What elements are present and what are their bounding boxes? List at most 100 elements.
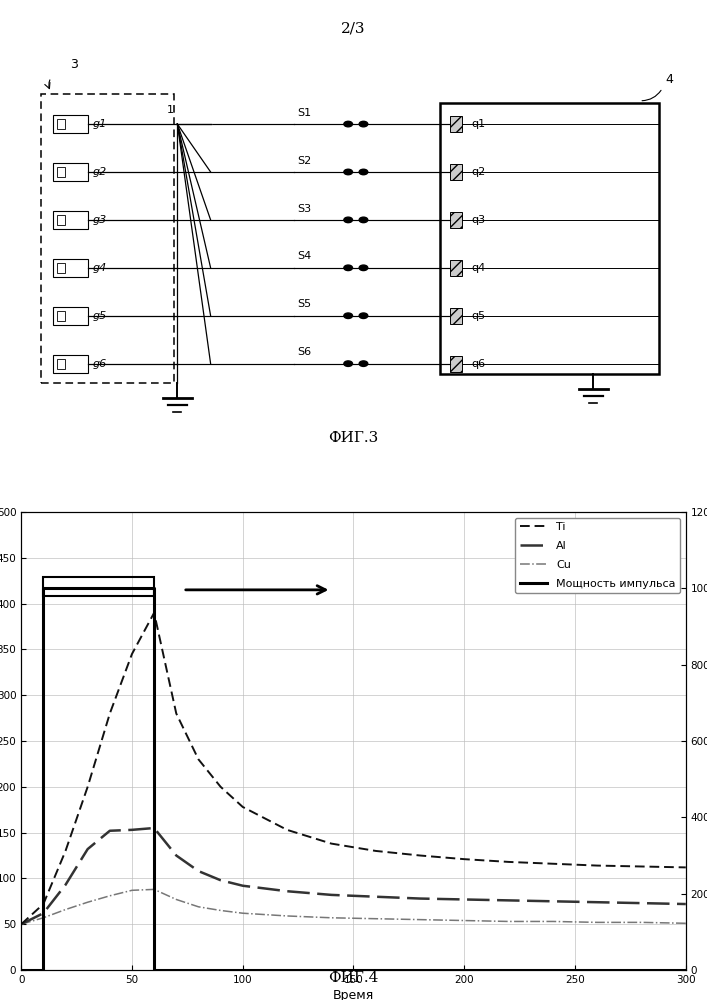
Al — [17, 918, 25, 930]
Al — [637, 897, 645, 909]
Al — [460, 893, 469, 905]
Text: S6: S6 — [297, 347, 311, 357]
Bar — [450, 308, 462, 324]
Circle shape — [344, 121, 353, 127]
Line: Cu: Cu — [21, 889, 686, 924]
Ti — [17, 918, 25, 930]
Al — [150, 822, 158, 834]
Cu — [460, 915, 469, 927]
Al — [216, 874, 225, 886]
Al — [283, 885, 291, 897]
Ti — [150, 607, 158, 619]
Bar — [450, 164, 462, 180]
Circle shape — [359, 121, 368, 127]
Circle shape — [359, 169, 368, 175]
Ti — [593, 860, 602, 872]
Circle shape — [359, 265, 368, 271]
Circle shape — [344, 361, 353, 366]
Text: ФИГ.3: ФИГ.3 — [328, 431, 379, 445]
Cu — [371, 913, 380, 925]
Text: 2/3: 2/3 — [341, 22, 366, 36]
Text: g4: g4 — [93, 263, 107, 273]
Ti — [637, 860, 645, 872]
Circle shape — [359, 217, 368, 223]
Al — [128, 824, 136, 836]
Text: 1: 1 — [167, 105, 174, 115]
Al — [172, 849, 180, 861]
Cu — [238, 907, 247, 919]
Text: 3: 3 — [71, 58, 78, 71]
Circle shape — [359, 361, 368, 366]
Ti — [682, 861, 690, 873]
Bar — [440, 103, 659, 374]
X-axis label: Время: Время — [333, 989, 374, 1000]
Bar — [57, 359, 65, 369]
Bar — [57, 167, 65, 177]
Bar — [57, 263, 65, 273]
Circle shape — [344, 313, 353, 318]
Cu — [150, 883, 158, 895]
Мощность импульса — [682, 964, 690, 976]
Cu — [682, 917, 690, 929]
Text: ФИГ.4: ФИГ.4 — [328, 971, 379, 985]
Text: 4: 4 — [666, 73, 674, 86]
Line: Мощность импульса: Мощность импульса — [21, 588, 686, 970]
Al — [194, 865, 203, 877]
Cu — [62, 904, 70, 916]
Bar — [53, 307, 88, 325]
Cu — [637, 916, 645, 928]
Bar — [53, 163, 88, 181]
Ti — [416, 849, 424, 861]
Bar — [43, 577, 154, 596]
Text: g6: g6 — [93, 359, 107, 369]
Ti — [39, 898, 47, 910]
Al — [682, 898, 690, 910]
Text: g1: g1 — [93, 119, 107, 129]
Bar — [450, 116, 462, 132]
Bar — [450, 260, 462, 276]
Al — [83, 843, 92, 855]
Ti — [62, 845, 70, 857]
Ti — [283, 824, 291, 836]
Al — [105, 825, 114, 837]
Al — [327, 889, 336, 901]
Ti — [460, 853, 469, 865]
Circle shape — [344, 265, 353, 271]
Bar — [53, 259, 88, 277]
Ti — [327, 838, 336, 850]
Cu — [39, 912, 47, 924]
Al — [504, 894, 513, 906]
Cu — [83, 896, 92, 908]
Мощность импульса — [150, 582, 158, 594]
Text: q2: q2 — [472, 167, 486, 177]
Al — [371, 891, 380, 903]
Bar — [57, 215, 65, 225]
Ti — [194, 753, 203, 765]
Cu — [105, 890, 114, 902]
Cu — [504, 915, 513, 927]
Cu — [327, 912, 336, 924]
Bar — [57, 311, 65, 321]
Bar — [41, 94, 174, 383]
Al — [39, 907, 47, 919]
Cu — [283, 910, 291, 922]
Bar — [450, 356, 462, 372]
Text: q4: q4 — [472, 263, 486, 273]
Text: S5: S5 — [297, 299, 311, 309]
Мощность импульса — [39, 582, 47, 594]
Мощность импульса — [17, 964, 25, 976]
Al — [238, 880, 247, 892]
Text: S4: S4 — [297, 251, 311, 261]
Ti — [83, 781, 92, 793]
Text: g2: g2 — [93, 167, 107, 177]
Text: q5: q5 — [472, 311, 486, 321]
Ti — [549, 858, 557, 870]
Cu — [194, 901, 203, 913]
Bar — [53, 211, 88, 229]
Circle shape — [359, 313, 368, 318]
Cu — [216, 904, 225, 916]
Cu — [17, 918, 25, 930]
Bar — [53, 115, 88, 133]
Bar — [450, 212, 462, 228]
Cu — [593, 916, 602, 928]
